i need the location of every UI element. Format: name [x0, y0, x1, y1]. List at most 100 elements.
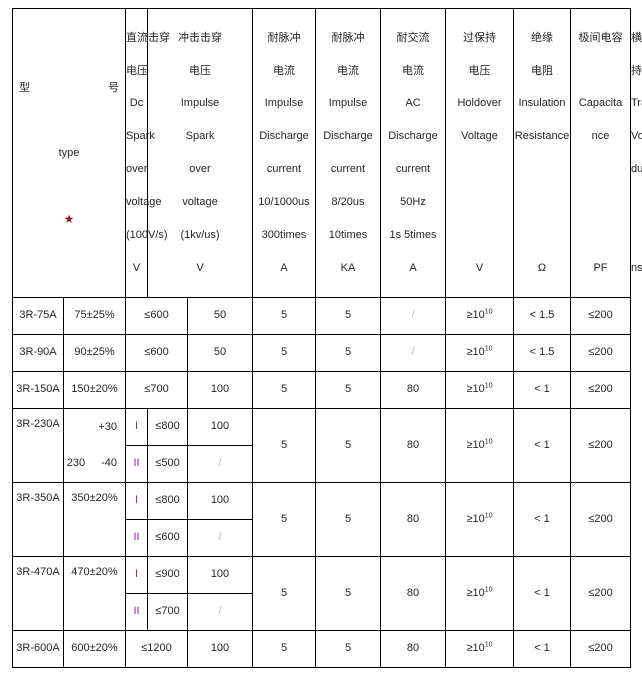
cell-capacitance: < 1 [513, 630, 571, 668]
cell-capacitance: < 1.5 [513, 297, 571, 335]
insulation-base: ≥10 [466, 346, 485, 359]
cell-dc-spark-text: 75±25% [74, 309, 115, 322]
cell-model-text: 3R-470A [16, 566, 60, 578]
table-row: 3R-230A +30 230 -40 I ≤800 100 5 5 80 ≥1010 < 1 ≤200 [12, 408, 631, 483]
header-impulse_discharge_ka-en-4: 10times [328, 229, 368, 241]
cell-model: 3R-230A [12, 408, 64, 483]
header-type-cn-2: 号 [108, 80, 119, 94]
header-impulse_discharge_a-en-3: 10/1000us [258, 196, 310, 208]
cell-model: 3R-470A [12, 556, 64, 631]
cell-ac-discharge: 5 [315, 482, 381, 557]
header-impulse_spark-cn1: 冲击击穿 [178, 31, 222, 44]
cell-impulse-discharge-a-text: 100 [210, 568, 230, 581]
cell-impulse-discharge-ka: 5 [252, 371, 316, 409]
header-insulation-unit: Ω [537, 262, 547, 274]
cell-impulse-spark-text: ≤500 [155, 457, 180, 470]
cell-impulse-discharge-ka-text: 5 [280, 512, 288, 525]
cell-holdover: 80 [380, 371, 446, 409]
table-row: 3R-600A 600±20% ≤1200 100 5 5 80 ≥1010 < 1 ≤200 [12, 630, 631, 668]
dc-nominal-and-minus: 230 -40 [64, 457, 125, 470]
cell-transverse: ≤200 [570, 334, 631, 372]
cell-capacitance: < 1 [513, 556, 571, 631]
header-impulse_spark-en-0: Impulse [180, 97, 220, 109]
header-impulse_spark-en-4: (1kv/us) [180, 229, 220, 241]
cell-insulation: ≥1010 [445, 371, 514, 409]
header-holdover-unit: V [475, 262, 484, 274]
cell-insulation: ≥1010 [445, 297, 514, 335]
cell-insulation: ≥1010 [445, 556, 514, 631]
cell-impulse-spark-text: ≤900 [155, 568, 180, 581]
header-holdover-cn2: 电压 [468, 64, 491, 77]
header-insulation-en-0: Insulation [518, 97, 566, 109]
header-impulse_discharge_a-cn2: 电流 [273, 64, 295, 77]
cell-transverse-text: ≤200 [588, 346, 613, 359]
cell-impulse-spark: ≤900 [147, 556, 188, 594]
cell-impulse-spark-text: ≤700 [155, 605, 180, 618]
cell-holdover: 80 [380, 556, 446, 631]
cell-impulse-discharge-a: 100 [187, 630, 253, 668]
cell-impulse-discharge-a-text: / [218, 531, 222, 544]
header-impulse_discharge_ka-en-0: Impulse [328, 97, 368, 109]
cell-impulse-discharge-a-text: 50 [213, 309, 227, 322]
cell-impulse-discharge-a: 50 [187, 297, 253, 335]
cell-holdover-text: 80 [406, 512, 420, 525]
header-cell-impulse_spark: 冲击击穿 电压 Impulse Spark over voltage (1kv/us) V [147, 8, 253, 298]
cell-impulse-spark: ≤800 [147, 482, 188, 520]
cell-insulation: ≥1010 [445, 482, 514, 557]
cell-impulse-discharge-a: 100 [187, 371, 253, 409]
cell-roman-numeral: I [125, 482, 148, 520]
header-cell-ac_discharge: 耐交流 电流 AC Discharge current 50Hz 1s 5times A [380, 8, 446, 298]
cell-ac-discharge-text: 5 [344, 642, 352, 655]
cell-transverse: ≤200 [570, 371, 631, 409]
cell-roman-numeral: II [125, 445, 148, 483]
cell-impulse-spark-text: ≤700 [144, 383, 169, 396]
header-ac_discharge-en-4: 1s 5times [389, 229, 437, 241]
cell-holdover: 80 [380, 482, 446, 557]
cell-model-text: 3R-90A [19, 346, 57, 359]
cell-dc-spark-text: 470±20% [71, 566, 118, 578]
cell-impulse-discharge-ka-text: 5 [280, 438, 288, 451]
cell-impulse-discharge-a: 100 [187, 482, 253, 520]
cell-impulse-discharge-ka-text: 5 [280, 346, 288, 359]
header-impulse_discharge_ka-en-1: Discharge [323, 130, 373, 142]
insulation-exponent: 10 [484, 308, 493, 316]
cell-dc-spark: 350±20% [63, 482, 126, 557]
cell-holdover: 80 [380, 630, 446, 668]
cell-impulse-discharge-a: / [187, 445, 253, 483]
cell-impulse-spark-text: ≤800 [155, 420, 180, 433]
cell-roman-numeral: II [125, 593, 148, 631]
cell-dc-spark: 150±20% [63, 371, 126, 409]
cell-capacitance-text: < 1 [534, 512, 550, 525]
cell-transverse: ≤200 [570, 297, 631, 335]
cell-model: 3R-75A [12, 297, 64, 335]
roman-numeral-text: II [133, 605, 140, 618]
header-capacitance-en-1: nce [591, 130, 610, 142]
header-dc_spark-en-4: (100V/s) [126, 229, 168, 241]
cell-impulse-discharge-ka: 5 [252, 630, 316, 668]
header-cell-holdover: 过保持 电压 Holdover Voltage V [445, 8, 514, 298]
cell-impulse-discharge-a-text: 100 [210, 383, 230, 396]
insulation-exponent: 10 [484, 438, 493, 446]
cell-impulse-spark-text: ≤800 [155, 494, 180, 507]
table-row: II ≤700 / [13, 593, 631, 631]
header-dc_spark-unit: V [132, 262, 141, 274]
cell-transverse-text: ≤200 [588, 642, 613, 655]
cell-ac-discharge: 5 [315, 556, 381, 631]
cell-impulse-spark: ≤700 [147, 593, 188, 631]
cell-dc-spark-text: 350±20% [71, 492, 118, 504]
header-impulse_discharge_ka-cn2: 电流 [337, 64, 359, 77]
cell-ac-discharge-text: 5 [344, 512, 352, 525]
cell-transverse-text: ≤200 [588, 512, 613, 525]
insulation-exponent: 10 [484, 512, 493, 520]
header-dc_spark-en-0: Dc [129, 97, 144, 109]
cell-impulse-spark: ≤500 [147, 445, 188, 483]
header-cell-type: 型 号 type ★ [12, 8, 126, 298]
header-cell-impulse_discharge_ka: 耐脉冲 电流 Impulse Discharge current 8/20us 10time… [315, 8, 381, 298]
cell-impulse-discharge-a-text: / [218, 605, 222, 618]
cell-model: 3R-350A [12, 482, 64, 557]
cell-impulse-spark-text: ≤600 [155, 531, 180, 544]
cell-transverse-text: ≤200 [588, 586, 613, 599]
cell-impulse-spark: ≤800 [147, 408, 188, 446]
cell-ac-discharge: 5 [315, 371, 381, 409]
cell-capacitance: < 1 [513, 482, 571, 557]
